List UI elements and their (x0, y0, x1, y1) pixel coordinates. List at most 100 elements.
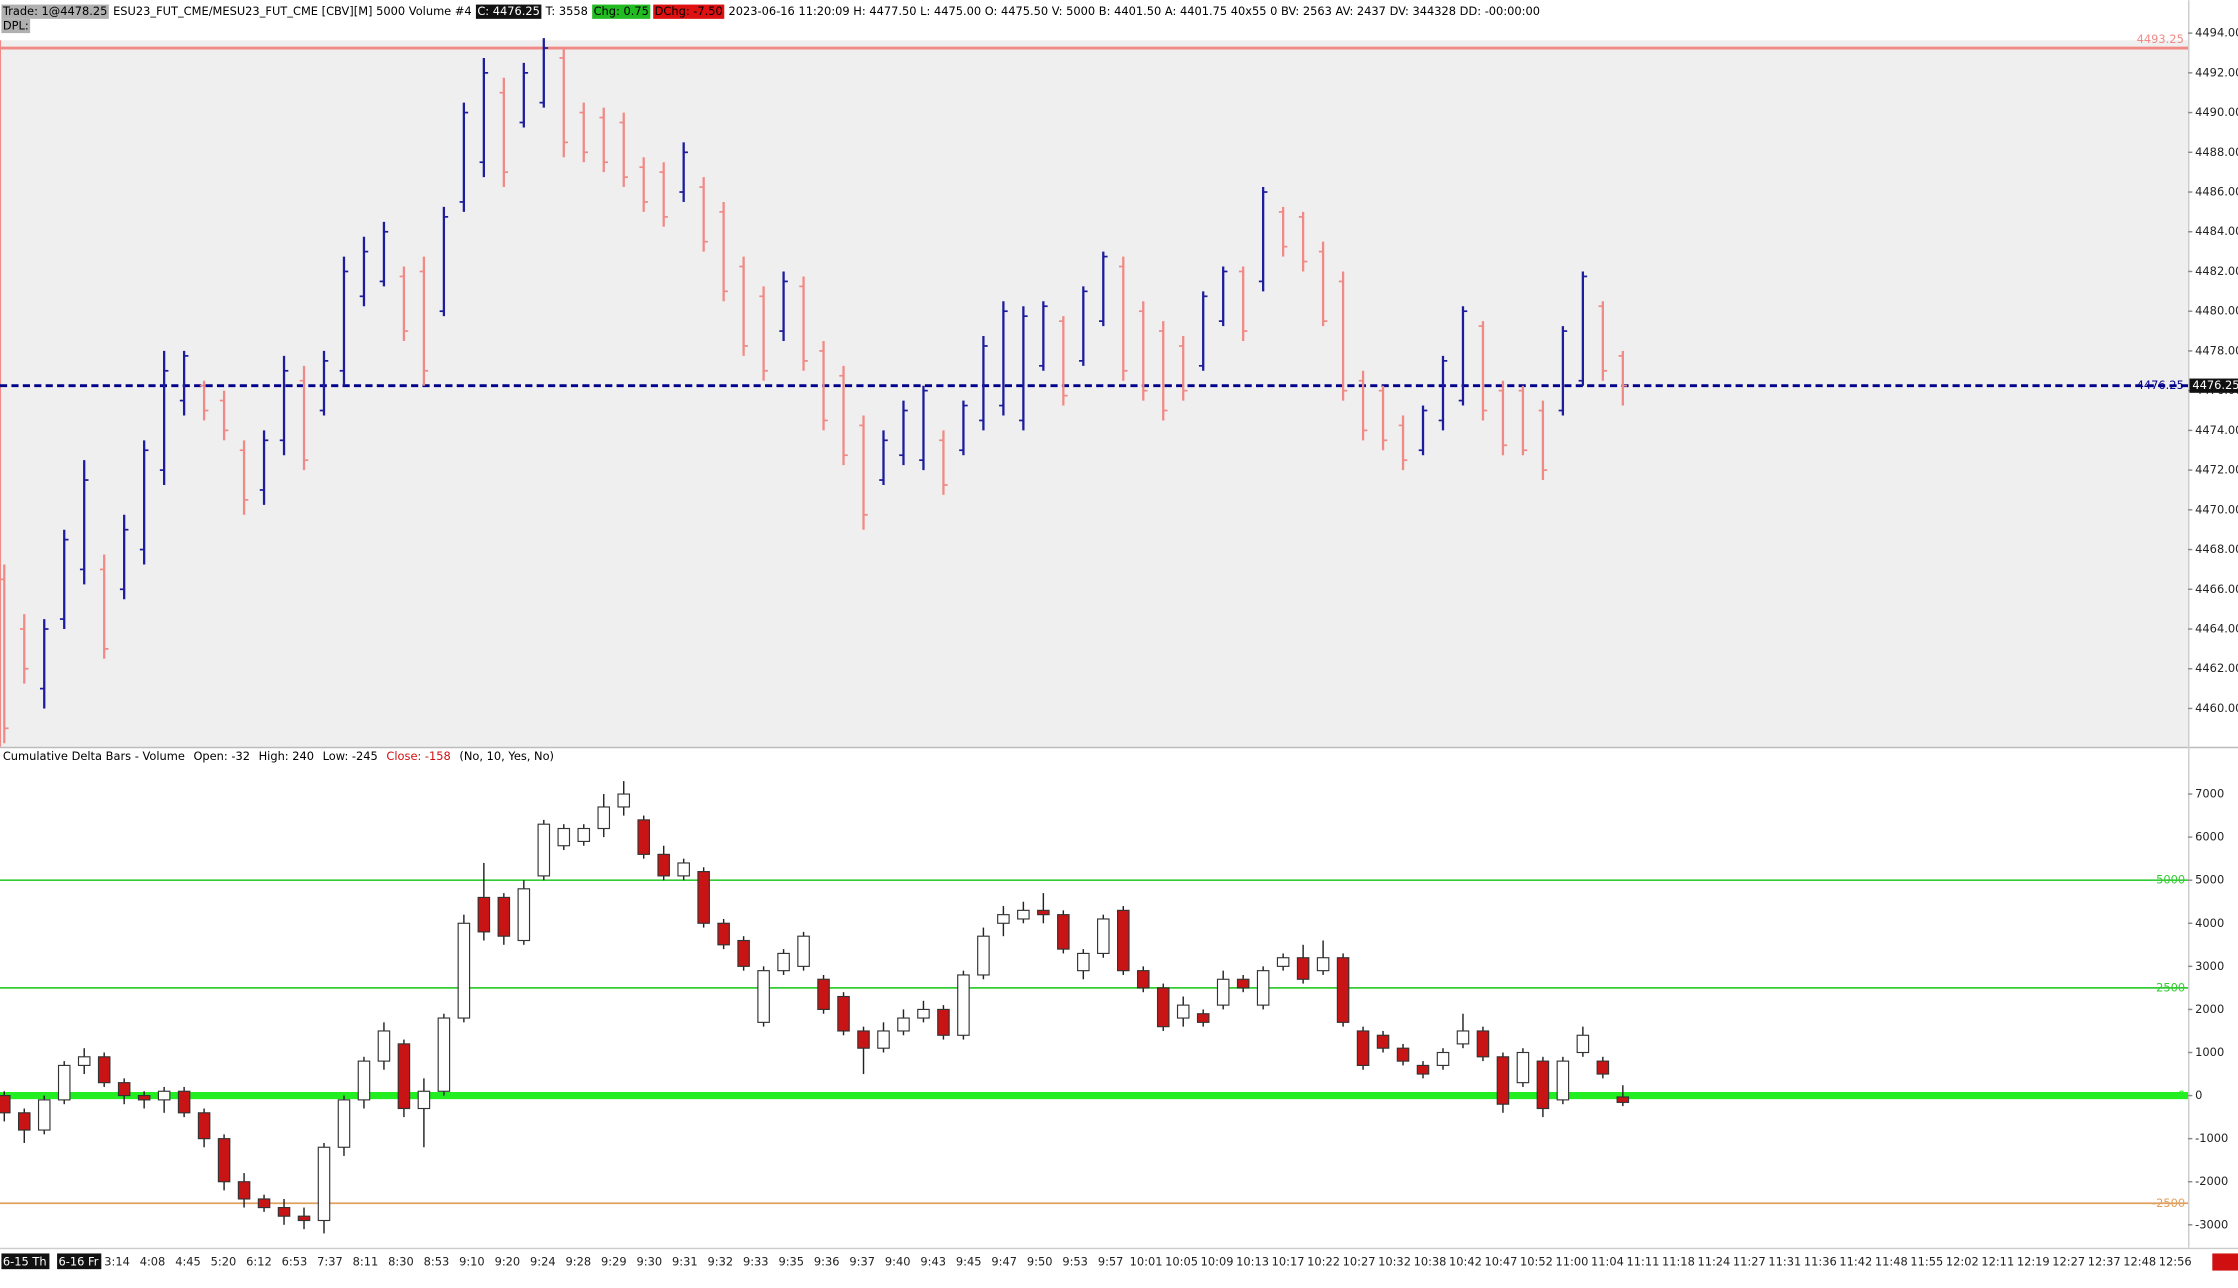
candle-body (1496, 1056, 1510, 1105)
candle-body (357, 1060, 371, 1101)
time-label: 11:27 (1733, 1255, 1766, 1269)
time-label: 10:09 (1201, 1255, 1234, 1269)
time-label: 10:05 (1165, 1255, 1198, 1269)
candle-body (1516, 1051, 1530, 1084)
y-tick-label: 0 (2195, 1088, 2202, 1102)
header-badge (1, 18, 31, 34)
header-dpl: DPL: (3, 18, 29, 32)
time-label: 11:18 (1662, 1255, 1695, 1269)
candle-body (517, 888, 531, 942)
time-label: 9:10 (459, 1255, 485, 1269)
candle-body (1376, 1034, 1390, 1049)
time-label: 9:20 (495, 1255, 521, 1269)
date-label: 6-15 Th (3, 1255, 47, 1269)
candle-body (697, 871, 710, 924)
study-stat: High: 240 (259, 749, 314, 763)
y-tick-label: 4478.00 (2195, 343, 2238, 357)
candle-body (1316, 957, 1330, 972)
price-panel (0, 40, 2189, 747)
candle-body (737, 939, 750, 967)
time-label: 9:50 (1027, 1255, 1053, 1269)
candle-body (1216, 978, 1230, 1006)
candle-body (257, 1198, 271, 1209)
level-label: 4493.25 (2137, 32, 2184, 46)
time-label: 4:45 (175, 1255, 201, 1269)
candle-body (317, 1146, 331, 1222)
time-label: 10:32 (1378, 1255, 1411, 1269)
y-tick-label: 4484.00 (2195, 224, 2238, 238)
time-label: 10:52 (1520, 1255, 1553, 1269)
y-tick-label: 5000 (2195, 873, 2224, 887)
time-label: 9:57 (1098, 1255, 1124, 1269)
candle-body (1356, 1030, 1370, 1066)
time-label: 8:53 (424, 1255, 450, 1269)
candle-body (957, 974, 970, 1036)
time-label: 10:17 (1272, 1255, 1305, 1269)
level-label: 5000 (2156, 873, 2185, 887)
level-label: -2500 (2152, 1196, 2185, 1210)
time-label: 11:42 (1839, 1255, 1872, 1269)
candle-body (57, 1064, 71, 1101)
date-badge (57, 1253, 102, 1270)
candle-body (1117, 909, 1130, 972)
study-stat: Open: -32 (193, 749, 250, 763)
candle-body (897, 1017, 910, 1032)
candle-body (837, 995, 850, 1032)
time-label: 9:45 (956, 1255, 982, 1269)
candle-body (1596, 1060, 1610, 1075)
header-info: 2023-06-16 11:20:09 H: 4477.50 L: 4475.0… (729, 4, 1541, 18)
y-tick-label: 4464.00 (2195, 622, 2238, 636)
time-label: 11:04 (1591, 1255, 1624, 1269)
candle-body (1156, 987, 1170, 1028)
time-label: 8:11 (353, 1255, 379, 1269)
time-label: 9:31 (672, 1255, 698, 1269)
y-tick-label: 4462.00 (2195, 661, 2238, 675)
time-label: 6:12 (246, 1255, 272, 1269)
candle-body (177, 1090, 191, 1114)
candle-body (17, 1112, 31, 1131)
candle-body (617, 793, 631, 808)
candle-body (1136, 970, 1150, 989)
header-badge (592, 4, 651, 19)
candle-body (877, 1030, 890, 1049)
level-label: 2500 (2156, 980, 2185, 994)
candle-body (557, 827, 571, 847)
header-chg: Chg: 0.75 (594, 4, 649, 18)
time-label: 11:48 (1875, 1255, 1908, 1269)
candle-body (917, 1008, 930, 1019)
time-label: 7:37 (317, 1255, 343, 1269)
candle-body (1017, 909, 1030, 920)
time-label: 11:55 (1910, 1255, 1943, 1269)
time-label: 10:01 (1130, 1255, 1163, 1269)
candle-body (1037, 909, 1050, 916)
time-label: 10:38 (1414, 1255, 1447, 1269)
candle-body (1296, 957, 1310, 980)
time-label: 12:19 (2017, 1255, 2050, 1269)
y-tick-label: -1000 (2195, 1131, 2228, 1145)
candle-body (297, 1215, 311, 1222)
candle-body (1176, 1004, 1190, 1019)
candle-body (137, 1095, 151, 1101)
candle-body (977, 935, 990, 976)
time-label: 9:35 (778, 1255, 804, 1269)
time-label: 9:33 (743, 1255, 769, 1269)
header-last: C: 4476.25 (477, 4, 540, 18)
candle-body (197, 1112, 211, 1140)
candle-body (597, 806, 611, 830)
candle-body (1077, 952, 1090, 972)
candle-body (1396, 1047, 1410, 1062)
candle-body (1536, 1060, 1550, 1110)
time-label: 10:47 (1485, 1255, 1518, 1269)
y-tick-label: 4480.00 (2195, 304, 2238, 318)
time-label: 9:40 (885, 1255, 911, 1269)
candle-body (1057, 914, 1070, 950)
header-ticks: T: 3558 (545, 4, 588, 18)
time-label: 9:24 (530, 1255, 556, 1269)
candle-body (797, 935, 810, 967)
candle-body (1236, 978, 1250, 989)
time-label: 9:36 (814, 1255, 840, 1269)
time-label: 11:00 (1556, 1255, 1589, 1269)
y-tick-label: 4460.00 (2195, 701, 2238, 715)
y-tick-label: 2000 (2195, 1002, 2224, 1016)
